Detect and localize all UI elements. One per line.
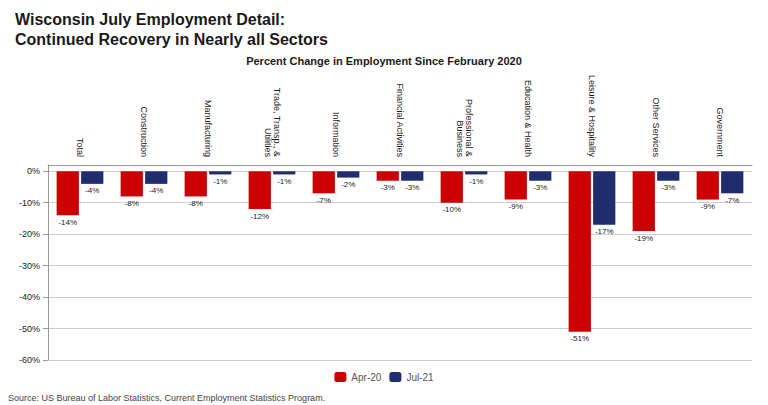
- svg-text:Other Services: Other Services: [651, 97, 661, 157]
- svg-text:Trade, Transp., &: Trade, Transp., &: [271, 87, 282, 157]
- svg-text:-4%: -4%: [149, 186, 163, 195]
- svg-text:Construction: Construction: [139, 106, 149, 157]
- svg-text:-3%: -3%: [381, 183, 395, 192]
- svg-text:Percent Change in Employment S: Percent Change in Employment Since Febru…: [246, 55, 522, 67]
- svg-text:-4%: -4%: [85, 186, 99, 195]
- svg-text:Education & Health: Education & Health: [523, 80, 533, 157]
- svg-text:Business: Business: [455, 120, 465, 157]
- svg-text:Continued Recovery in Nearly a: Continued Recovery in Nearly all Sectors: [15, 31, 328, 48]
- svg-text:-51%: -51%: [570, 334, 589, 343]
- svg-text:Manufacturing: Manufacturing: [203, 100, 213, 157]
- svg-text:-19%: -19%: [634, 234, 653, 243]
- svg-text:0%: 0%: [27, 166, 40, 176]
- svg-text:-14%: -14%: [58, 218, 77, 227]
- svg-text:Information: Information: [331, 112, 341, 157]
- svg-text:-3%: -3%: [533, 183, 547, 192]
- svg-text:Wisconsin July Employment Deta: Wisconsin July Employment Detail:: [15, 11, 285, 28]
- svg-text:Source: US Bureau of Labor Sta: Source: US Bureau of Labor Statistics, C…: [8, 393, 325, 403]
- svg-text:-3%: -3%: [661, 183, 675, 192]
- svg-text:-8%: -8%: [189, 199, 203, 208]
- svg-text:-1%: -1%: [277, 177, 291, 186]
- svg-text:-20%: -20%: [19, 229, 40, 239]
- svg-text:-12%: -12%: [250, 212, 269, 221]
- svg-text:-30%: -30%: [19, 261, 40, 271]
- svg-text:-7%: -7%: [317, 196, 331, 205]
- svg-text:-40%: -40%: [19, 292, 40, 302]
- svg-text:-17%: -17%: [595, 227, 614, 236]
- svg-text:-7%: -7%: [725, 196, 739, 205]
- svg-text:Jul-21: Jul-21: [406, 372, 434, 383]
- svg-text:Leisure & Hospitality: Leisure & Hospitality: [587, 75, 597, 158]
- svg-text:Utilities: Utilities: [263, 128, 273, 158]
- svg-text:-1%: -1%: [469, 177, 483, 186]
- svg-text:Apr-20: Apr-20: [351, 372, 381, 383]
- svg-text:-10%: -10%: [442, 205, 461, 214]
- svg-text:-9%: -9%: [509, 202, 523, 211]
- svg-text:-9%: -9%: [701, 202, 715, 211]
- svg-text:Financial Activities: Financial Activities: [395, 83, 405, 157]
- svg-text:-3%: -3%: [405, 183, 419, 192]
- svg-text:Professional &: Professional &: [463, 99, 474, 157]
- svg-text:-10%: -10%: [19, 198, 40, 208]
- svg-text:-8%: -8%: [125, 199, 139, 208]
- svg-text:Government: Government: [715, 107, 725, 157]
- svg-text:-60%: -60%: [19, 355, 40, 365]
- svg-text:Total: Total: [75, 138, 85, 157]
- svg-text:-1%: -1%: [213, 177, 227, 186]
- svg-text:-2%: -2%: [341, 180, 355, 189]
- svg-text:-50%: -50%: [19, 324, 40, 334]
